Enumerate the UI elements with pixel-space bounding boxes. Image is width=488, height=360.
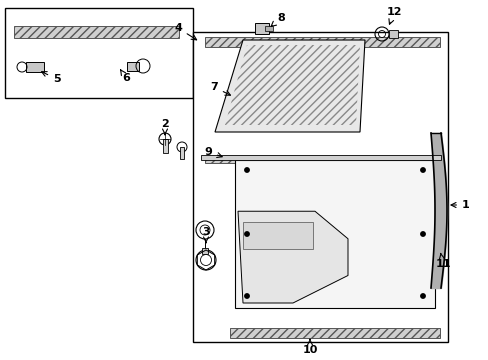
Polygon shape [215, 40, 364, 132]
Bar [202, 248, 207, 254]
Bar [14, 26, 179, 38]
Text: 6: 6 [121, 70, 130, 83]
Bar [235, 160, 434, 308]
Polygon shape [238, 211, 347, 303]
Circle shape [244, 168, 249, 172]
Bar [26, 62, 44, 72]
Text: 7: 7 [210, 82, 230, 95]
Circle shape [420, 232, 425, 236]
Text: 12: 12 [386, 7, 401, 24]
Circle shape [244, 232, 249, 236]
Bar [5, 8, 193, 98]
Bar [204, 37, 439, 47]
Circle shape [244, 294, 249, 298]
Bar [243, 222, 312, 249]
Bar [193, 32, 447, 342]
Bar [229, 328, 439, 338]
Bar [264, 26, 272, 31]
Bar [162, 139, 167, 153]
Text: 1: 1 [450, 200, 469, 210]
Circle shape [420, 294, 425, 298]
Text: 8: 8 [270, 13, 285, 26]
Text: 9: 9 [203, 147, 222, 158]
Bar [388, 30, 397, 38]
Bar [127, 62, 139, 71]
Circle shape [420, 168, 425, 172]
Bar [204, 157, 439, 163]
Bar [254, 23, 268, 34]
Text: 11: 11 [434, 253, 450, 269]
Text: 5: 5 [41, 72, 61, 84]
Bar [180, 147, 183, 159]
Text: 2: 2 [161, 119, 168, 135]
Bar [201, 155, 440, 160]
Text: 4: 4 [174, 23, 196, 40]
Text: 10: 10 [302, 339, 317, 355]
Text: 3: 3 [202, 227, 209, 243]
